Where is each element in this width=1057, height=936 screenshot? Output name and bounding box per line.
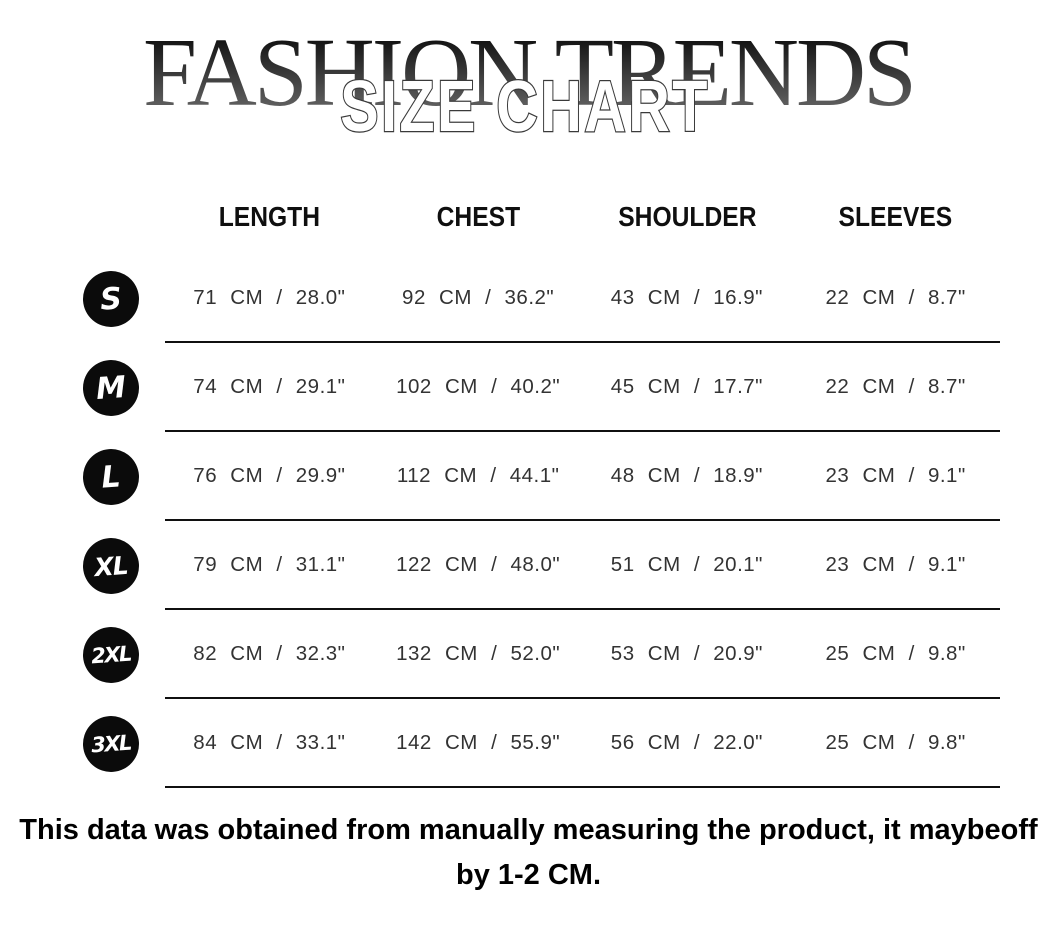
size-chart-subtitle: SIZE CHART bbox=[339, 66, 710, 149]
chest-value: 92 CM / 36.2" bbox=[402, 285, 555, 309]
chest-value: 132 CM / 52.0" bbox=[396, 641, 561, 665]
chest-value: 122 CM / 48.0" bbox=[396, 552, 561, 576]
length-value: 84 CM / 33.1" bbox=[193, 730, 346, 754]
row-cells: 76 CM / 29.9" 112 CM / 44.1" 48 CM / 18.… bbox=[165, 432, 1000, 521]
size-badge-cell: 3XL bbox=[0, 699, 165, 788]
row-cells: 74 CM / 29.1" 102 CM / 40.2" 45 CM / 17.… bbox=[165, 343, 1000, 432]
measurement-disclaimer: This data was obtained from manually mea… bbox=[0, 808, 1057, 898]
table-row: L 76 CM / 29.9" 112 CM / 44.1" 48 CM / 1… bbox=[0, 432, 1057, 521]
shoulder-value: 43 CM / 16.9" bbox=[610, 285, 763, 309]
length-value: 74 CM / 29.1" bbox=[193, 374, 346, 398]
size-badge: 2XL bbox=[81, 624, 141, 685]
table-header-row: LENGTH CHEST SHOULDER SLEEVES bbox=[0, 180, 1057, 254]
row-cells: 71 CM / 28.0" 92 CM / 36.2" 43 CM / 16.9… bbox=[165, 254, 1000, 343]
header: FASHION TRENDS SIZE CHART bbox=[0, 0, 1057, 168]
column-header-length: LENGTH bbox=[218, 201, 321, 232]
size-table: LENGTH CHEST SHOULDER SLEEVES S 71 CM / … bbox=[0, 180, 1057, 788]
column-header-sleeves: SLEEVES bbox=[838, 201, 953, 232]
size-badge: 3XL bbox=[81, 713, 141, 774]
sleeves-value: 25 CM / 9.8" bbox=[825, 641, 966, 665]
chest-value: 112 CM / 44.1" bbox=[396, 463, 560, 487]
length-value: 76 CM / 29.9" bbox=[193, 463, 346, 487]
row-cells: 84 CM / 33.1" 142 CM / 55.9" 56 CM / 22.… bbox=[165, 699, 1000, 788]
shoulder-value: 56 CM / 22.0" bbox=[610, 730, 763, 754]
disclaimer-line-1: This data was obtained from manually mea… bbox=[19, 814, 1038, 846]
column-header-shoulder: SHOULDER bbox=[617, 201, 757, 232]
brand-title: FASHION TRENDS bbox=[0, 0, 1057, 121]
row-cells: 79 CM / 31.1" 122 CM / 48.0" 51 CM / 20.… bbox=[165, 521, 1000, 610]
sleeves-value: 23 CM / 9.1" bbox=[825, 552, 966, 576]
table-row: 3XL 84 CM / 33.1" 142 CM / 55.9" 56 CM /… bbox=[0, 699, 1057, 788]
shoulder-value: 51 CM / 20.1" bbox=[610, 552, 763, 576]
size-badge: XL bbox=[81, 535, 141, 596]
sleeves-value: 22 CM / 8.7" bbox=[825, 374, 966, 398]
length-value: 82 CM / 32.3" bbox=[193, 641, 346, 665]
shoulder-value: 53 CM / 20.9" bbox=[610, 641, 763, 665]
size-badge: L bbox=[81, 446, 141, 507]
table-row: 2XL 82 CM / 32.3" 132 CM / 52.0" 53 CM /… bbox=[0, 610, 1057, 699]
disclaimer-line-2: by 1-2 CM. bbox=[455, 858, 602, 891]
table-row: XL 79 CM / 31.1" 122 CM / 48.0" 51 CM / … bbox=[0, 521, 1057, 610]
size-badge-cell: L bbox=[0, 432, 165, 521]
size-badge: S bbox=[81, 268, 141, 329]
shoulder-value: 45 CM / 17.7" bbox=[610, 374, 763, 398]
column-header-chest: CHEST bbox=[436, 201, 520, 232]
chest-value: 142 CM / 55.9" bbox=[396, 730, 561, 754]
sleeves-value: 22 CM / 8.7" bbox=[825, 285, 966, 309]
size-badge-cell: XL bbox=[0, 521, 165, 610]
size-badge: M bbox=[81, 357, 141, 418]
size-badge-cell: M bbox=[0, 343, 165, 432]
row-cells: 82 CM / 32.3" 132 CM / 52.0" 53 CM / 20.… bbox=[165, 610, 1000, 699]
size-badge-cell: 2XL bbox=[0, 610, 165, 699]
sleeves-value: 25 CM / 9.8" bbox=[825, 730, 966, 754]
length-value: 71 CM / 28.0" bbox=[193, 285, 346, 309]
length-value: 79 CM / 31.1" bbox=[193, 552, 346, 576]
chest-value: 102 CM / 40.2" bbox=[396, 374, 561, 398]
table-header-cells: LENGTH CHEST SHOULDER SLEEVES bbox=[165, 201, 1000, 233]
size-badge-cell: S bbox=[0, 254, 165, 343]
table-row: M 74 CM / 29.1" 102 CM / 40.2" 45 CM / 1… bbox=[0, 343, 1057, 432]
table-row: S 71 CM / 28.0" 92 CM / 36.2" 43 CM / 16… bbox=[0, 254, 1057, 343]
shoulder-value: 48 CM / 18.9" bbox=[610, 463, 763, 487]
sleeves-value: 23 CM / 9.1" bbox=[825, 463, 966, 487]
